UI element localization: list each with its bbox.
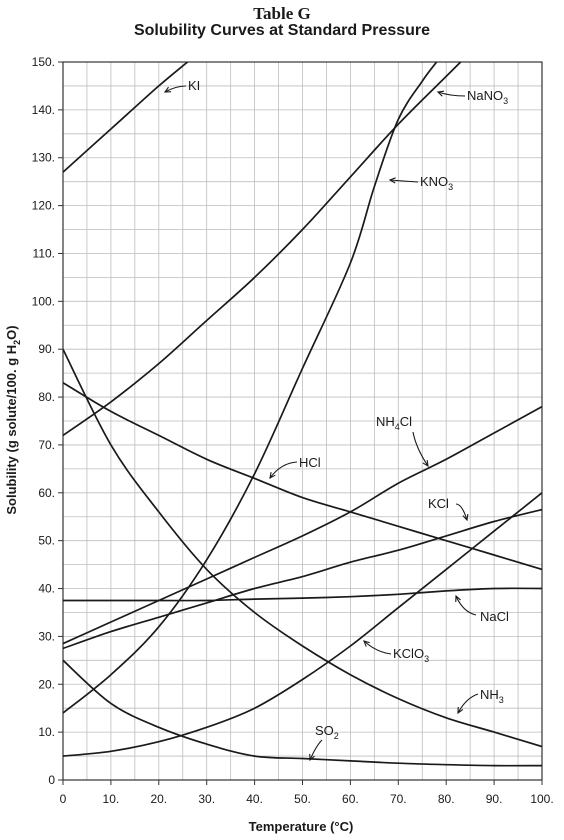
arrowhead-ki <box>163 86 172 93</box>
y-tick-label: 0 <box>48 773 55 787</box>
label-kno3: KNO3 <box>420 174 453 192</box>
tick-labels: 0 10. 20. 30. 40. 50. 60. 70. 80. 90. 100. 110. 120.… <box>32 55 554 806</box>
series-line-nano3 <box>63 62 462 437</box>
x-tick-label: 30. <box>198 792 215 806</box>
x-tick-label: 10. <box>103 792 120 806</box>
arrowhead-kno3 <box>388 177 396 184</box>
y-tick-label: 60. <box>38 486 55 500</box>
arrowhead-kcl <box>462 513 469 522</box>
x-tick-label: 60. <box>342 792 359 806</box>
label-so2: SO2 <box>315 723 339 741</box>
x-tick-label: 90. <box>486 792 503 806</box>
label-hcl: HCl <box>299 455 321 470</box>
y-tick-label: 80. <box>38 390 55 404</box>
label-nh4cl: NH4Cl <box>376 414 412 432</box>
y-tick-label: 120. <box>32 199 55 213</box>
series-line-nh4cl <box>63 405 542 645</box>
series-line-nh3 <box>63 348 542 748</box>
chart-title: Table G <box>253 4 311 23</box>
y-tick-label: 50. <box>38 534 55 548</box>
label-nacl: NaCl <box>480 609 509 624</box>
arrowhead-nh3 <box>457 706 464 715</box>
x-tick-label: 40. <box>246 792 263 806</box>
x-tick-label: 80. <box>438 792 455 806</box>
arrowhead-kclo3 <box>363 640 370 647</box>
y-tick-label: 30. <box>38 629 55 643</box>
grid <box>62 61 543 781</box>
y-axis-label: Solubility (g solute/100. g H2O) <box>4 325 22 514</box>
leader-line-ki <box>164 85 187 93</box>
arrowhead-nh4cl <box>422 459 429 468</box>
y-tick-label: 70. <box>38 438 55 452</box>
series-line-kcl <box>63 508 542 650</box>
y-tick-label: 20. <box>38 677 55 691</box>
x-tick-label: 100. <box>530 792 553 806</box>
arrowhead-hcl <box>269 472 276 480</box>
series-line-so2 <box>63 659 542 767</box>
series-line-kno3 <box>63 62 438 714</box>
chart-subtitle: Solubility Curves at Standard Pressure <box>133 22 431 39</box>
series-line-kclo3 <box>63 492 542 757</box>
arrowhead-so2 <box>309 753 315 762</box>
arrowhead-nacl <box>455 594 461 603</box>
y-tick-label: 130. <box>32 151 55 165</box>
leader-line-nano3 <box>437 91 466 97</box>
series-labels: KI NaNO3 KNO3 HCl NH4Cl KCl NaCl KClO3 NH3 SO2 <box>163 78 509 762</box>
label-ki: KI <box>188 78 200 93</box>
label-nano3: NaNO3 <box>467 88 508 106</box>
leader-line-nh4cl <box>412 431 429 467</box>
series-line-hcl <box>63 381 542 571</box>
y-tick-label: 100. <box>32 294 55 308</box>
leader-line-kclo3 <box>363 640 392 655</box>
y-tick-label: 140. <box>32 103 55 117</box>
x-axis-label: Temperature (°C) <box>249 819 354 834</box>
x-tick-label: 70. <box>390 792 407 806</box>
arrowhead-nano3 <box>436 90 445 97</box>
y-tick-label: 150. <box>32 55 55 69</box>
label-nh3: NH3 <box>480 687 504 705</box>
series-line-ki <box>63 62 189 173</box>
x-tick-label: 50. <box>294 792 311 806</box>
y-tick-label: 40. <box>38 582 55 596</box>
leader-line-so2 <box>309 739 323 761</box>
x-tick-label: 0 <box>60 792 67 806</box>
y-tick-label: 10. <box>38 725 55 739</box>
x-tick-label: 20. <box>150 792 167 806</box>
leader-line-hcl <box>269 461 298 479</box>
label-kclo3: KClO3 <box>393 646 429 664</box>
label-kcl: KCl <box>428 496 449 511</box>
leader-line-kcl <box>455 503 468 521</box>
y-tick-label: 90. <box>38 342 55 356</box>
series-line-nacl <box>63 587 542 602</box>
y-tick-label: 110. <box>33 246 55 260</box>
series-lines <box>63 62 542 767</box>
leader-line-nacl <box>455 595 477 616</box>
leader-line-kno3 <box>389 179 419 183</box>
leader-line-nh3 <box>457 693 479 714</box>
